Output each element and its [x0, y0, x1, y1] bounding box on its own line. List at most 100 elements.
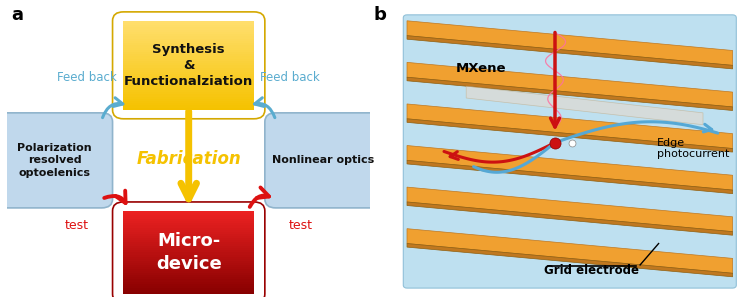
FancyBboxPatch shape: [124, 61, 254, 63]
Polygon shape: [407, 36, 733, 69]
FancyArrowPatch shape: [103, 98, 123, 118]
FancyBboxPatch shape: [124, 41, 254, 43]
FancyBboxPatch shape: [124, 261, 254, 263]
FancyBboxPatch shape: [124, 292, 254, 294]
FancyBboxPatch shape: [124, 255, 254, 257]
FancyBboxPatch shape: [124, 211, 254, 213]
FancyBboxPatch shape: [124, 269, 254, 271]
FancyBboxPatch shape: [124, 248, 254, 250]
Polygon shape: [407, 202, 733, 235]
FancyArrowPatch shape: [104, 191, 126, 203]
FancyBboxPatch shape: [124, 234, 254, 236]
FancyBboxPatch shape: [124, 30, 254, 32]
Text: Edge
photocurrent: Edge photocurrent: [656, 138, 729, 159]
Text: Feed back: Feed back: [260, 71, 320, 84]
FancyArrowPatch shape: [255, 98, 275, 118]
FancyBboxPatch shape: [124, 21, 254, 23]
FancyBboxPatch shape: [265, 113, 381, 208]
FancyBboxPatch shape: [124, 45, 254, 48]
FancyBboxPatch shape: [124, 72, 254, 74]
FancyBboxPatch shape: [124, 250, 254, 252]
FancyBboxPatch shape: [124, 48, 254, 50]
Polygon shape: [407, 62, 733, 107]
FancyBboxPatch shape: [124, 50, 254, 52]
FancyBboxPatch shape: [124, 236, 254, 238]
FancyBboxPatch shape: [124, 81, 254, 83]
FancyBboxPatch shape: [124, 83, 254, 86]
FancyBboxPatch shape: [124, 90, 254, 92]
FancyBboxPatch shape: [124, 217, 254, 219]
FancyBboxPatch shape: [124, 288, 254, 290]
FancyBboxPatch shape: [124, 68, 254, 70]
FancyBboxPatch shape: [124, 246, 254, 248]
FancyBboxPatch shape: [124, 34, 254, 37]
FancyBboxPatch shape: [124, 77, 254, 79]
FancyBboxPatch shape: [124, 273, 254, 275]
FancyBboxPatch shape: [124, 88, 254, 90]
Text: Nonlinear optics: Nonlinear optics: [272, 155, 374, 165]
FancyBboxPatch shape: [124, 286, 254, 288]
FancyBboxPatch shape: [124, 244, 254, 246]
Polygon shape: [407, 187, 733, 232]
FancyBboxPatch shape: [124, 219, 254, 221]
FancyArrowPatch shape: [250, 187, 269, 207]
Polygon shape: [407, 104, 733, 148]
FancyBboxPatch shape: [124, 54, 254, 56]
Text: MXene: MXene: [456, 62, 506, 75]
Polygon shape: [407, 146, 733, 190]
FancyBboxPatch shape: [403, 15, 736, 288]
FancyBboxPatch shape: [124, 232, 254, 234]
FancyBboxPatch shape: [124, 52, 254, 54]
FancyBboxPatch shape: [124, 228, 254, 230]
FancyBboxPatch shape: [124, 79, 254, 81]
FancyBboxPatch shape: [124, 56, 254, 59]
FancyBboxPatch shape: [124, 242, 254, 244]
FancyBboxPatch shape: [124, 101, 254, 103]
FancyBboxPatch shape: [124, 230, 254, 232]
FancyBboxPatch shape: [124, 99, 254, 101]
FancyBboxPatch shape: [124, 275, 254, 277]
FancyBboxPatch shape: [124, 63, 254, 65]
FancyBboxPatch shape: [124, 271, 254, 273]
FancyBboxPatch shape: [124, 86, 254, 88]
Text: Grid electrode: Grid electrode: [545, 264, 639, 277]
FancyBboxPatch shape: [124, 240, 254, 242]
FancyBboxPatch shape: [124, 32, 254, 34]
FancyBboxPatch shape: [124, 263, 254, 265]
FancyBboxPatch shape: [124, 290, 254, 292]
Polygon shape: [407, 229, 733, 273]
Polygon shape: [407, 119, 733, 152]
FancyBboxPatch shape: [0, 113, 112, 208]
Polygon shape: [407, 244, 733, 277]
Text: Feed back: Feed back: [57, 71, 117, 84]
FancyBboxPatch shape: [124, 284, 254, 286]
Text: test: test: [289, 219, 313, 232]
FancyBboxPatch shape: [124, 221, 254, 223]
FancyBboxPatch shape: [124, 103, 254, 105]
FancyBboxPatch shape: [124, 74, 254, 77]
FancyBboxPatch shape: [124, 108, 254, 110]
FancyBboxPatch shape: [124, 279, 254, 282]
FancyBboxPatch shape: [124, 252, 254, 255]
Text: Polarization
resolved
optoelenics: Polarization resolved optoelenics: [17, 143, 92, 178]
FancyBboxPatch shape: [124, 39, 254, 41]
FancyBboxPatch shape: [124, 43, 254, 45]
Polygon shape: [407, 77, 733, 110]
FancyBboxPatch shape: [124, 257, 254, 259]
FancyBboxPatch shape: [124, 213, 254, 215]
Text: test: test: [64, 219, 88, 232]
FancyBboxPatch shape: [124, 65, 254, 68]
FancyBboxPatch shape: [124, 215, 254, 217]
FancyBboxPatch shape: [124, 92, 254, 94]
FancyBboxPatch shape: [124, 223, 254, 225]
FancyBboxPatch shape: [124, 238, 254, 240]
Polygon shape: [407, 160, 733, 194]
Polygon shape: [466, 86, 703, 125]
FancyBboxPatch shape: [124, 259, 254, 261]
FancyBboxPatch shape: [124, 267, 254, 269]
Text: Synthesis
&
Functionalziation: Synthesis & Functionalziation: [124, 43, 253, 88]
FancyBboxPatch shape: [124, 282, 254, 284]
Text: Micro-
device: Micro- device: [156, 232, 221, 273]
FancyBboxPatch shape: [124, 225, 254, 228]
FancyBboxPatch shape: [124, 23, 254, 25]
